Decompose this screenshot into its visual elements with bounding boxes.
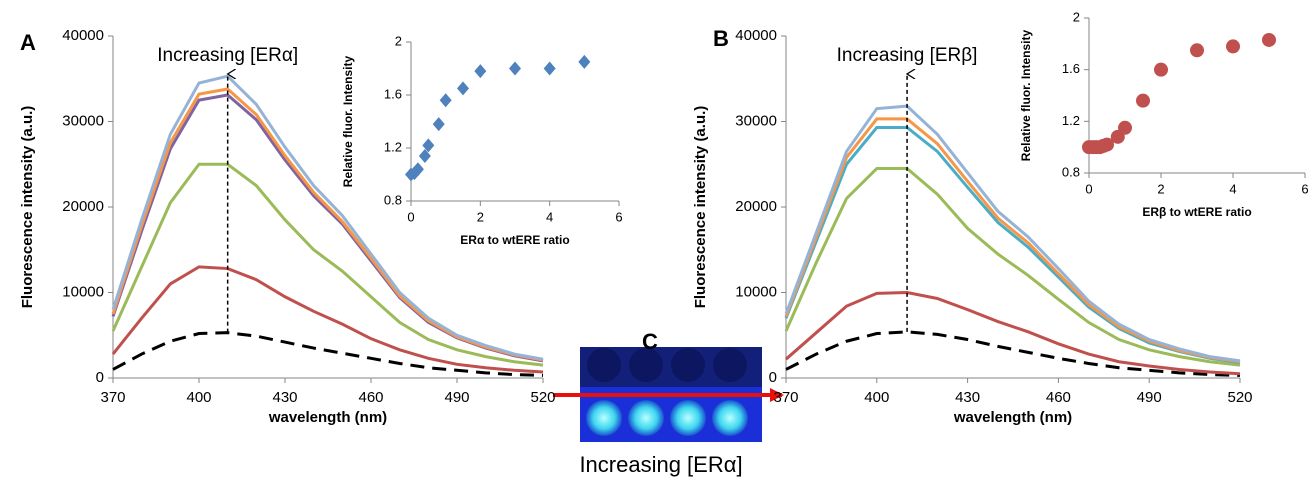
y-tick-label: 1.6 (384, 86, 402, 101)
point (1154, 62, 1168, 77)
x-axis-label: wavelength (nm) (953, 409, 1072, 426)
panel-label: B (713, 26, 729, 51)
x-tick-label: 370 (773, 389, 798, 406)
point (457, 81, 469, 96)
point (439, 93, 452, 108)
x-tick-label: 520 (1227, 389, 1252, 406)
y-tick-label: 20000 (62, 198, 104, 215)
x-tick-label: 490 (444, 389, 469, 406)
y-tick-label: 0.8 (1062, 164, 1080, 179)
x-tick-label: 6 (615, 209, 622, 224)
series-line (112, 331, 544, 377)
x-tick-label: 430 (272, 389, 297, 406)
panel-label: C (642, 329, 658, 354)
y-axis-label: Relative fluor. Intensity (341, 55, 355, 187)
panel-c-image (580, 347, 762, 442)
x-tick-label: 2 (1157, 181, 1164, 196)
x-tick-label: 4 (546, 209, 553, 224)
point (432, 117, 445, 132)
x-tick-label: 400 (186, 389, 211, 406)
y-tick-label: 2 (395, 33, 402, 48)
x-tick-label: 460 (1046, 389, 1071, 406)
point (1262, 32, 1276, 47)
x-tick-label: 4 (1229, 181, 1236, 196)
series-line (784, 104, 1241, 363)
point (1190, 43, 1204, 58)
point (509, 61, 521, 76)
x-tick-label: 490 (1137, 389, 1162, 406)
x-tick-label: 370 (100, 389, 125, 406)
x-tick-label: 520 (530, 389, 555, 406)
x-tick-label: 2 (477, 209, 484, 224)
y-tick-label: 1.6 (1062, 61, 1080, 76)
y-tick-label: 0.8 (384, 192, 402, 207)
y-tick-label: 40000 (62, 27, 104, 44)
series-line (784, 117, 1241, 364)
y-tick-label: 2 (1073, 9, 1080, 24)
series-line (111, 74, 544, 361)
point (1226, 39, 1240, 54)
y-tick-label: 10000 (62, 283, 104, 300)
x-tick-label: 430 (955, 389, 980, 406)
point (1118, 120, 1132, 135)
x-tick-label: 0 (407, 209, 414, 224)
panel-label: A (20, 30, 36, 55)
y-tick-label: 0 (96, 369, 104, 386)
y-tick-label: 1.2 (384, 139, 402, 154)
y-tick-label: 30000 (735, 112, 777, 129)
x-tick-label: 400 (864, 389, 889, 406)
point (422, 138, 435, 153)
x-axis-label: wavelength (nm) (268, 409, 387, 426)
y-tick-label: 30000 (62, 112, 104, 129)
series-line (111, 93, 544, 363)
series-line (785, 290, 1241, 376)
point (474, 64, 487, 79)
point (543, 61, 556, 76)
annotation: Increasing [ERα] (157, 45, 298, 66)
y-tick-label: 40000 (735, 27, 777, 44)
point (578, 54, 591, 69)
point (418, 148, 431, 163)
y-tick-label: 1.2 (1062, 113, 1080, 128)
y-axis-label: Fluorescence intensity (a.u.) (19, 106, 36, 309)
y-tick-label: 10000 (735, 283, 777, 300)
y-axis-label: Relative fluor. Intensity (1019, 29, 1033, 161)
x-tick-label: 6 (1301, 181, 1308, 196)
series-line (784, 167, 1241, 367)
x-tick-label: 460 (358, 389, 383, 406)
point (1100, 137, 1114, 152)
y-axis-label: Fluorescence intensity (a.u.) (692, 106, 709, 309)
x-axis-label: ERβ to wtERE ratio (1142, 205, 1251, 219)
x-tick-label: 0 (1085, 181, 1092, 196)
y-tick-label: 20000 (735, 198, 777, 215)
x-axis-label: ERα to wtERE ratio (460, 233, 569, 247)
y-tick-label: 0 (769, 369, 777, 386)
series-line (111, 162, 544, 367)
series-line (111, 87, 544, 362)
annotation: Increasing [ERβ] (837, 45, 978, 66)
series-line (111, 265, 544, 374)
point (411, 162, 424, 177)
panel-c-caption: Increasing [ERα] (579, 452, 742, 477)
point (1136, 93, 1150, 108)
